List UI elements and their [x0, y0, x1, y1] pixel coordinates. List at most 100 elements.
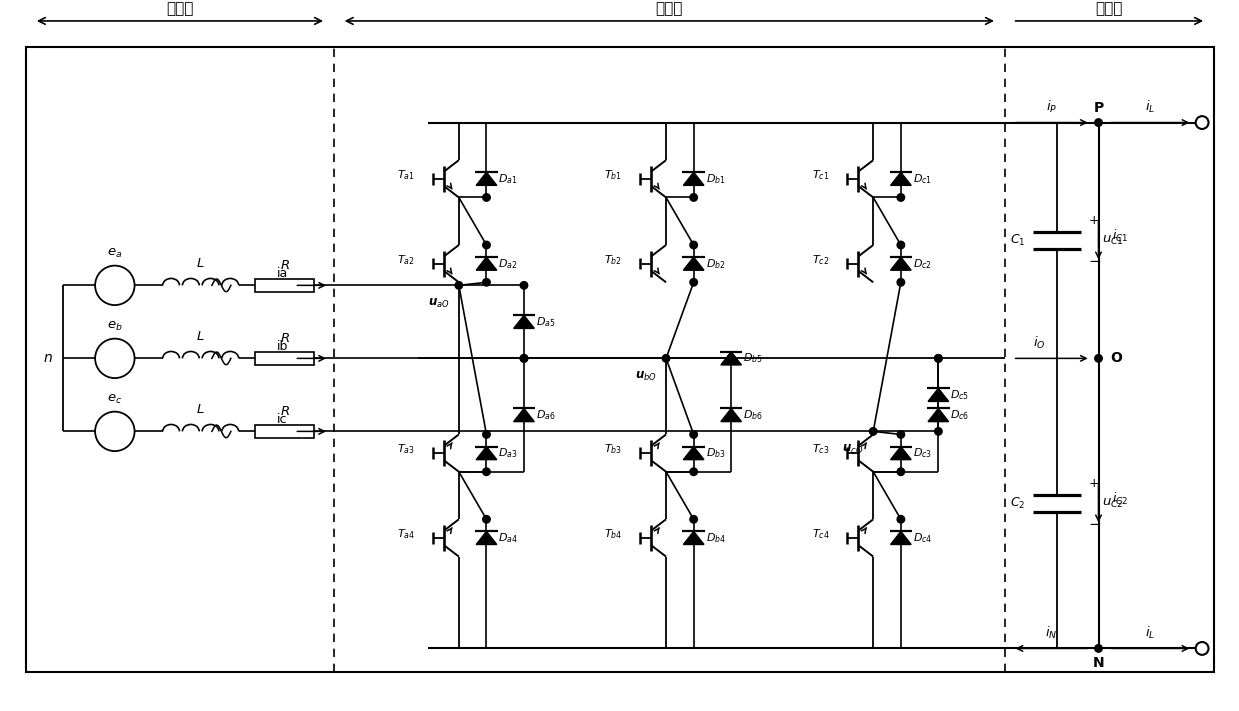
Circle shape	[727, 355, 735, 362]
Text: $R$: $R$	[280, 405, 290, 418]
Text: +: +	[1089, 476, 1099, 490]
Circle shape	[934, 427, 942, 435]
Bar	[255, 352, 315, 365]
Text: $D_{b3}$: $D_{b3}$	[705, 447, 725, 460]
Text: ib: ib	[276, 340, 289, 353]
Text: $T_{a3}$: $T_{a3}$	[396, 442, 415, 456]
Circle shape	[690, 193, 698, 201]
Text: $D_{c3}$: $D_{c3}$	[913, 447, 932, 460]
Circle shape	[690, 468, 698, 476]
Circle shape	[455, 282, 462, 289]
Text: $i_N$: $i_N$	[1046, 624, 1058, 641]
Text: $D_{c5}$: $D_{c5}$	[950, 388, 969, 402]
Text: P: P	[1093, 101, 1104, 114]
Circle shape	[520, 355, 528, 362]
Text: ic: ic	[278, 413, 287, 426]
Text: $i_L$: $i_L$	[1145, 624, 1156, 641]
Circle shape	[520, 355, 528, 362]
Text: 交流侧: 交流侧	[166, 1, 193, 16]
Text: $D_{b4}$: $D_{b4}$	[705, 531, 726, 545]
Circle shape	[483, 241, 491, 249]
Text: $\boldsymbol{u}_{bO}$: $\boldsymbol{u}_{bO}$	[634, 370, 657, 383]
Text: $D_{c4}$: $D_{c4}$	[913, 531, 932, 545]
Bar	[255, 425, 315, 438]
Polygon shape	[721, 352, 741, 365]
Text: $T_{a4}$: $T_{a4}$	[396, 527, 415, 541]
Polygon shape	[476, 447, 497, 459]
Text: +: +	[1089, 214, 1099, 227]
Polygon shape	[928, 388, 949, 402]
Polygon shape	[476, 531, 497, 545]
Text: $\boldsymbol{u}_{aO}$: $\boldsymbol{u}_{aO}$	[427, 296, 450, 310]
Text: $R$: $R$	[280, 259, 290, 272]
Text: 直流侧: 直流侧	[1095, 1, 1123, 16]
Circle shape	[483, 193, 491, 201]
Text: $T_{c4}$: $T_{c4}$	[812, 527, 829, 541]
Circle shape	[897, 515, 904, 523]
Circle shape	[483, 468, 491, 476]
Text: $D_{b2}$: $D_{b2}$	[705, 257, 725, 271]
Polygon shape	[891, 257, 911, 270]
Circle shape	[483, 515, 491, 523]
Circle shape	[520, 282, 528, 289]
Polygon shape	[684, 172, 704, 186]
Circle shape	[690, 241, 698, 249]
Text: $C_2$: $C_2$	[1010, 496, 1026, 511]
Text: $D_{a2}$: $D_{a2}$	[498, 257, 518, 271]
Circle shape	[870, 427, 877, 435]
Polygon shape	[684, 531, 704, 545]
Circle shape	[897, 431, 904, 438]
Text: $T_{b1}$: $T_{b1}$	[603, 168, 622, 182]
Polygon shape	[928, 409, 949, 422]
Text: $L$: $L$	[196, 330, 204, 343]
Text: $D_{b6}$: $D_{b6}$	[743, 408, 763, 422]
Polygon shape	[476, 257, 497, 270]
Text: $T_{a1}$: $T_{a1}$	[396, 168, 415, 182]
Circle shape	[934, 355, 942, 362]
Text: $e_b$: $e_b$	[107, 320, 123, 333]
Text: $D_{b5}$: $D_{b5}$	[743, 351, 763, 365]
Text: $T_{c3}$: $T_{c3}$	[812, 442, 829, 456]
Text: $u_{C1}$: $u_{C1}$	[1103, 234, 1124, 247]
Polygon shape	[684, 257, 704, 270]
Text: $e_c$: $e_c$	[108, 393, 123, 407]
Text: −: −	[1089, 255, 1101, 269]
Text: $T_{c1}$: $T_{c1}$	[812, 168, 829, 182]
Circle shape	[727, 355, 735, 362]
Circle shape	[1095, 645, 1103, 652]
Text: $T_{b2}$: $T_{b2}$	[605, 253, 622, 267]
Bar	[26, 47, 1214, 672]
Polygon shape	[891, 531, 911, 545]
Polygon shape	[891, 172, 911, 186]
Circle shape	[690, 515, 698, 523]
Text: $T_{b3}$: $T_{b3}$	[603, 442, 622, 456]
Text: $i_{C1}$: $i_{C1}$	[1113, 228, 1129, 244]
Text: $T_{b4}$: $T_{b4}$	[603, 527, 622, 541]
Circle shape	[690, 431, 698, 438]
Circle shape	[663, 355, 670, 362]
Text: $D_{c1}$: $D_{c1}$	[913, 172, 932, 186]
Circle shape	[897, 193, 904, 201]
Text: $R$: $R$	[280, 332, 290, 345]
Polygon shape	[891, 447, 911, 459]
Text: O: O	[1110, 351, 1123, 365]
Circle shape	[897, 241, 904, 249]
Text: $T_{a2}$: $T_{a2}$	[396, 253, 415, 267]
Polygon shape	[514, 409, 534, 422]
Bar	[255, 279, 315, 292]
Text: $e_a$: $e_a$	[108, 247, 123, 260]
Polygon shape	[684, 447, 704, 459]
Circle shape	[483, 279, 491, 286]
Circle shape	[483, 431, 491, 438]
Polygon shape	[476, 172, 497, 186]
Text: $u_{C2}$: $u_{C2}$	[1103, 497, 1124, 510]
Circle shape	[897, 279, 904, 286]
Text: $i_{C2}$: $i_{C2}$	[1113, 491, 1129, 506]
Circle shape	[897, 468, 904, 476]
Text: N: N	[1093, 656, 1104, 670]
Text: $D_{b1}$: $D_{b1}$	[705, 172, 725, 186]
Polygon shape	[721, 409, 741, 422]
Text: $L$: $L$	[196, 257, 204, 270]
Text: $D_{a4}$: $D_{a4}$	[498, 531, 518, 545]
Text: $D_{c6}$: $D_{c6}$	[950, 408, 969, 422]
